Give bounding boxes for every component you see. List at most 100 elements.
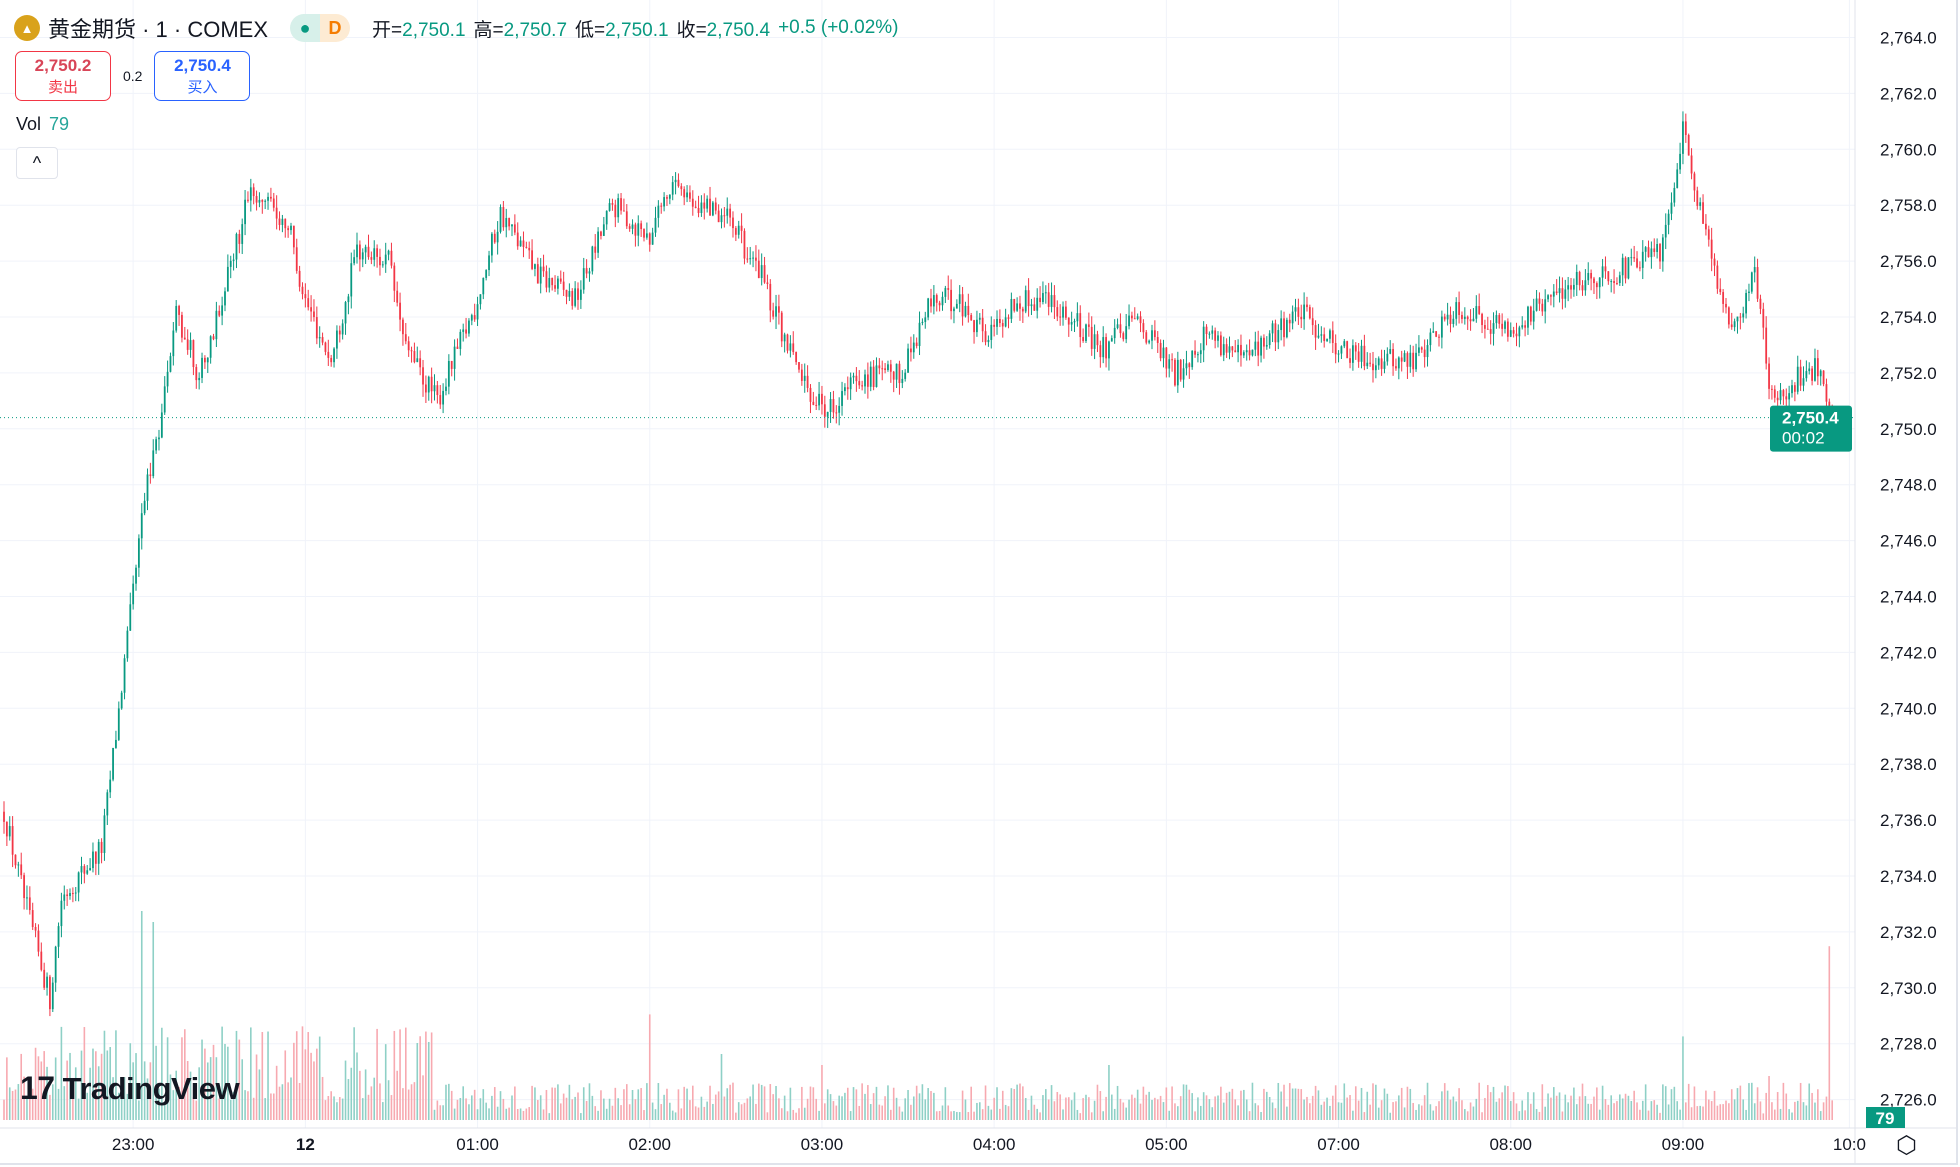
volume-bar	[163, 1102, 166, 1120]
candle-body	[1495, 315, 1498, 324]
volume-bar	[1423, 1095, 1426, 1120]
chart-settings-icon[interactable]: ⬡	[1896, 1132, 1917, 1159]
volume-bar	[712, 1103, 714, 1120]
volume-bar	[1136, 1089, 1139, 1120]
volume-bar	[1329, 1105, 1331, 1120]
candle-body	[778, 306, 780, 313]
volume-bar	[875, 1086, 878, 1120]
candle-body	[465, 329, 467, 334]
buy-button[interactable]: 2,750.4 买入	[154, 51, 251, 101]
candle-body	[967, 305, 970, 316]
volume-bar	[1208, 1099, 1211, 1120]
candle-body	[430, 376, 433, 392]
candle-body	[1647, 247, 1650, 258]
volume-bar	[209, 1057, 212, 1120]
volume-bar	[749, 1096, 751, 1120]
candle-body	[1125, 326, 1128, 340]
market-status[interactable]: ● D	[290, 14, 351, 42]
volume-bar	[1030, 1095, 1033, 1120]
volume-bar	[1647, 1110, 1650, 1120]
candle-body	[1547, 295, 1549, 300]
volume-bar	[783, 1095, 786, 1120]
candle-body	[1263, 337, 1265, 347]
volume-bar	[1145, 1094, 1148, 1120]
candle-body	[1165, 347, 1168, 369]
volume-bar	[34, 1047, 37, 1120]
volume-bar	[430, 1032, 433, 1120]
x-tick-label: 10:0	[1833, 1135, 1866, 1154]
candle-body	[1420, 347, 1423, 350]
volume-bar	[1013, 1088, 1016, 1120]
candle-body	[226, 266, 229, 292]
candle-body	[1584, 280, 1587, 291]
x-tick-label: 08:00	[1489, 1135, 1532, 1154]
candle-body	[1082, 337, 1085, 342]
volume-bar	[1538, 1111, 1541, 1120]
volume-bar	[1266, 1091, 1268, 1120]
candle-body	[614, 204, 617, 218]
candle-body	[912, 342, 915, 353]
candle-body	[235, 233, 238, 260]
candle-body	[1377, 358, 1380, 366]
volume-bar	[410, 1084, 413, 1120]
candle-body	[31, 910, 34, 927]
candle-body	[485, 270, 488, 278]
volume-bar	[1610, 1095, 1612, 1120]
collapse-legend-button[interactable]: ^	[16, 147, 58, 179]
volume-bar	[1805, 1105, 1808, 1120]
volume-bar	[1314, 1085, 1317, 1120]
volume-bar	[996, 1087, 998, 1120]
tradingview-watermark[interactable]: 17 TradingView	[20, 1070, 240, 1106]
candle-body	[795, 352, 798, 363]
candle-body	[726, 208, 729, 216]
volume-bar	[471, 1095, 473, 1120]
volume-bar	[1050, 1085, 1053, 1120]
volume-bar	[789, 1087, 792, 1120]
volume-bar	[1687, 1083, 1690, 1120]
candle-body	[83, 866, 86, 874]
volume-bar	[1056, 1091, 1059, 1120]
candle-body	[468, 320, 470, 334]
volume-bar	[1036, 1108, 1038, 1120]
volume-bar	[1452, 1096, 1455, 1120]
candle-body	[258, 199, 261, 203]
volume-legend[interactable]: Vol 79	[16, 114, 70, 134]
volume-bar	[347, 1079, 350, 1120]
volume-bar	[1375, 1084, 1377, 1120]
volume-bar	[950, 1111, 952, 1120]
volume-bar	[83, 1027, 86, 1120]
volume-bar	[795, 1112, 797, 1120]
volume-bar	[175, 1070, 177, 1120]
volume-bar	[1435, 1106, 1437, 1120]
candle-body	[835, 412, 838, 414]
symbol-title[interactable]: 黄金期货 · 1 · COMEX	[48, 17, 269, 42]
candle-body	[861, 385, 864, 387]
candle-body	[1360, 345, 1363, 362]
candle-body	[700, 202, 703, 214]
candle-body	[1179, 359, 1182, 380]
candle-body	[691, 198, 694, 207]
candle-body	[640, 223, 643, 230]
candle-body	[1822, 370, 1825, 385]
candle-body	[1194, 350, 1196, 355]
volume-bar	[852, 1087, 855, 1120]
candle-body	[198, 377, 201, 381]
sell-button[interactable]: 2,750.2 卖出	[15, 51, 111, 101]
candle-body	[1673, 187, 1676, 203]
candle-body	[1128, 315, 1130, 327]
volume-bar	[585, 1100, 588, 1120]
candle-body	[1587, 272, 1590, 281]
candle-body	[620, 198, 622, 211]
candle-body	[1202, 326, 1205, 351]
volume-bar	[364, 1069, 367, 1120]
volume-bar	[1079, 1113, 1082, 1120]
candle-body	[918, 322, 921, 347]
candle-body	[453, 346, 456, 369]
volume-bar	[1162, 1102, 1165, 1120]
candle-body	[559, 278, 562, 282]
candle-body	[1171, 359, 1173, 361]
candle-body	[49, 976, 51, 1010]
candle-body	[1151, 330, 1153, 341]
candle-body	[1679, 153, 1681, 170]
